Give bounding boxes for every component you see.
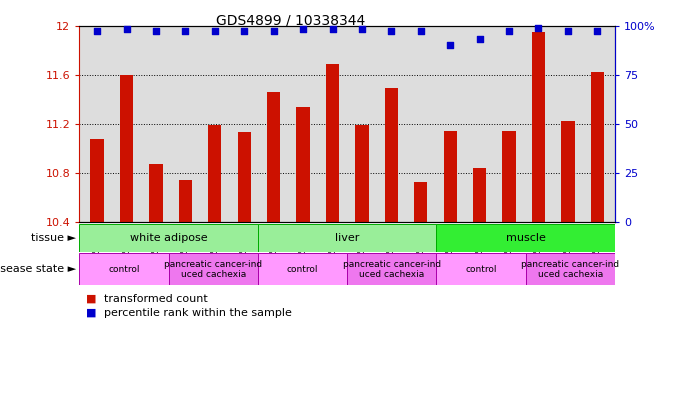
Text: GDS4899 / 10338344: GDS4899 / 10338344: [216, 14, 365, 28]
Point: [209, 28, 220, 35]
Bar: [79, 253, 169, 285]
Point: [327, 26, 338, 33]
Text: white adipose: white adipose: [130, 233, 207, 243]
Bar: [347, 253, 437, 285]
Bar: [326, 64, 339, 222]
Bar: [267, 92, 281, 222]
Text: pancreatic cancer-ind
uced cachexia: pancreatic cancer-ind uced cachexia: [521, 259, 619, 279]
Text: pancreatic cancer-ind
uced cachexia: pancreatic cancer-ind uced cachexia: [343, 259, 441, 279]
Bar: [91, 139, 104, 222]
Bar: [149, 164, 162, 222]
Point: [238, 28, 249, 35]
Text: control: control: [465, 265, 497, 274]
Bar: [591, 72, 604, 222]
Point: [298, 26, 309, 33]
Point: [562, 28, 574, 35]
Point: [386, 28, 397, 35]
Bar: [532, 32, 545, 222]
Bar: [437, 224, 615, 252]
Bar: [561, 121, 574, 222]
Bar: [296, 107, 310, 222]
Bar: [444, 131, 457, 222]
Text: ■: ■: [86, 308, 97, 318]
Point: [533, 24, 544, 31]
Text: muscle: muscle: [506, 233, 546, 243]
Bar: [179, 180, 192, 222]
Point: [504, 28, 515, 35]
Bar: [169, 253, 258, 285]
Point: [445, 42, 456, 48]
Point: [415, 28, 426, 35]
Point: [180, 28, 191, 35]
Text: disease state ►: disease state ►: [0, 264, 76, 274]
Point: [357, 26, 368, 33]
Text: percentile rank within the sample: percentile rank within the sample: [104, 308, 292, 318]
Text: pancreatic cancer-ind
uced cachexia: pancreatic cancer-ind uced cachexia: [164, 259, 263, 279]
Text: tissue ►: tissue ►: [31, 233, 76, 243]
Bar: [385, 88, 398, 222]
Point: [474, 36, 485, 42]
Bar: [355, 125, 368, 222]
Bar: [79, 224, 258, 252]
Bar: [258, 224, 437, 252]
Text: control: control: [287, 265, 319, 274]
Text: liver: liver: [335, 233, 359, 243]
Bar: [437, 253, 526, 285]
Bar: [238, 132, 251, 222]
Point: [268, 28, 279, 35]
Point: [151, 28, 162, 35]
Point: [121, 26, 132, 33]
Text: ■: ■: [86, 294, 97, 304]
Bar: [208, 125, 221, 222]
Text: transformed count: transformed count: [104, 294, 207, 304]
Bar: [258, 253, 347, 285]
Point: [591, 28, 603, 35]
Bar: [526, 253, 615, 285]
Bar: [414, 182, 428, 222]
Bar: [473, 168, 486, 222]
Point: [92, 28, 103, 35]
Bar: [502, 131, 515, 222]
Bar: [120, 75, 133, 222]
Text: control: control: [108, 265, 140, 274]
